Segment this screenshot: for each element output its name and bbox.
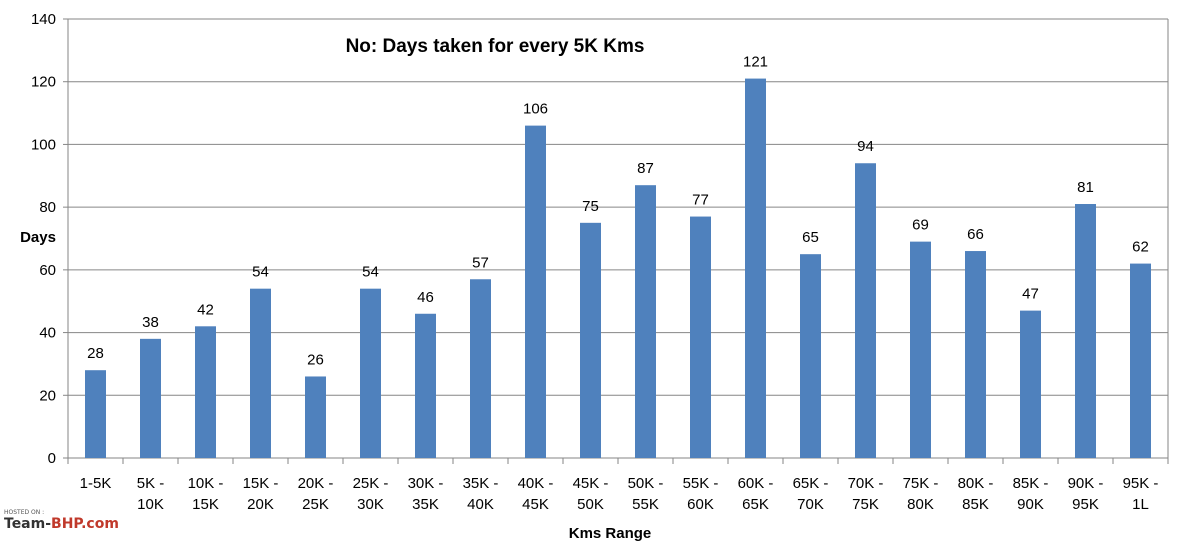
bar xyxy=(1075,204,1096,458)
gridlines xyxy=(67,18,1169,459)
bar xyxy=(965,251,986,458)
y-tick-label: 40 xyxy=(39,325,56,342)
data-label: 87 xyxy=(637,160,654,177)
x-axis-label: Kms Range xyxy=(569,525,652,542)
bar xyxy=(580,222,601,458)
bar xyxy=(690,216,711,458)
data-label: 75 xyxy=(582,198,599,215)
data-label: 46 xyxy=(417,289,434,306)
y-tick-label: 80 xyxy=(39,199,56,216)
bar xyxy=(85,370,106,458)
watermark-hosted: HOSTED ON : xyxy=(4,509,45,516)
x-tick-label: 75K -80K xyxy=(903,475,939,513)
x-tick-label: 60K -65K xyxy=(738,475,774,513)
bar xyxy=(195,326,216,458)
y-tick-label: 120 xyxy=(31,74,56,91)
watermark-brand-right: BHP.com xyxy=(51,516,119,532)
data-label: 57 xyxy=(472,254,489,271)
bars xyxy=(85,78,1151,458)
x-tick-label: 55K -60K xyxy=(683,475,719,513)
bar xyxy=(470,279,491,458)
x-tick-label: 50K -55K xyxy=(628,475,664,513)
watermark: HOSTED ON : Team-BHP.com xyxy=(4,509,119,532)
data-label: 42 xyxy=(197,301,214,318)
bar xyxy=(525,125,546,458)
bar xyxy=(1130,263,1151,458)
x-tick-label: 20K -25K xyxy=(298,475,334,513)
x-tick-label: 90K -95K xyxy=(1068,475,1104,513)
data-label: 62 xyxy=(1132,239,1149,256)
x-tick-label: 85K -90K xyxy=(1013,475,1049,513)
bar xyxy=(635,185,656,458)
bar xyxy=(250,288,271,458)
data-label: 38 xyxy=(142,314,159,331)
y-tick-label: 20 xyxy=(39,387,56,404)
data-label: 65 xyxy=(802,229,819,246)
data-label: 106 xyxy=(523,101,548,118)
data-label: 54 xyxy=(362,264,379,281)
chart-title: No: Days taken for every 5K Kms xyxy=(346,36,645,57)
data-label: 66 xyxy=(967,226,984,243)
x-tick-label: 80K -85K xyxy=(958,475,994,513)
y-axis-ticks: 0 20 40 60 80 100 120 140 xyxy=(31,11,68,467)
bar xyxy=(415,313,436,458)
data-label: 121 xyxy=(743,54,768,71)
bar xyxy=(305,376,326,458)
data-label: 28 xyxy=(87,345,104,362)
data-label: 54 xyxy=(252,264,269,281)
x-axis-ticks: 1-5K 5K -10K 10K -15K 15K -20K 20K -25K 25K -… xyxy=(67,458,1169,513)
x-tick-label: 65K -70K xyxy=(793,475,829,513)
bar xyxy=(360,288,381,458)
y-axis-label: Days xyxy=(20,229,56,246)
bar xyxy=(745,78,766,458)
data-label: 47 xyxy=(1022,286,1039,303)
data-label: 81 xyxy=(1077,179,1094,196)
data-label: 94 xyxy=(857,138,874,155)
bar xyxy=(800,254,821,458)
bar xyxy=(855,163,876,458)
watermark-logo: Team-BHP.com xyxy=(4,517,119,531)
x-tick-label: 95K -1L xyxy=(1123,475,1159,513)
y-tick-label: 100 xyxy=(31,136,56,153)
data-label: 77 xyxy=(692,192,709,209)
x-tick-label: 10K -15K xyxy=(188,475,224,513)
x-tick-label: 15K -20K xyxy=(243,475,279,513)
data-labels: 28 38 42 54 26 54 46 57 106 75 87 77 121 65 94 69 66 47 81… xyxy=(87,54,1149,369)
x-tick-label: 30K -35K xyxy=(408,475,444,513)
x-tick-label: 25K -30K xyxy=(353,475,389,513)
x-tick-label: 35K -40K xyxy=(463,475,499,513)
bar xyxy=(1020,310,1041,458)
watermark-brand-left: Team- xyxy=(4,516,52,532)
x-tick-label: 1-5K xyxy=(80,475,112,492)
y-tick-label: 140 xyxy=(31,11,56,28)
data-label: 69 xyxy=(912,217,929,234)
y-tick-label: 0 xyxy=(48,450,56,467)
x-tick-label: 45K -50K xyxy=(573,475,609,513)
x-tick-label: 5K -10K xyxy=(137,475,165,513)
x-tick-label: 40K -45K xyxy=(518,475,554,513)
bar xyxy=(140,338,161,458)
y-tick-label: 60 xyxy=(39,262,56,279)
bar xyxy=(910,241,931,458)
x-tick-label: 70K -75K xyxy=(848,475,884,513)
data-label: 26 xyxy=(307,351,324,368)
